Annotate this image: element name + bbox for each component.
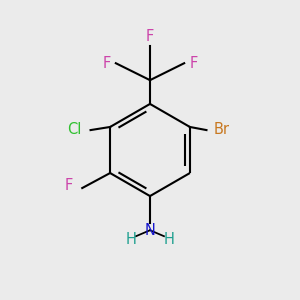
Text: F: F xyxy=(64,178,73,193)
Text: F: F xyxy=(189,56,197,71)
Text: F: F xyxy=(103,56,111,71)
Text: Br: Br xyxy=(214,122,230,137)
Text: N: N xyxy=(145,223,155,238)
Text: H: H xyxy=(125,232,136,247)
Text: Cl: Cl xyxy=(67,122,81,137)
Text: H: H xyxy=(164,232,175,247)
Text: F: F xyxy=(146,29,154,44)
